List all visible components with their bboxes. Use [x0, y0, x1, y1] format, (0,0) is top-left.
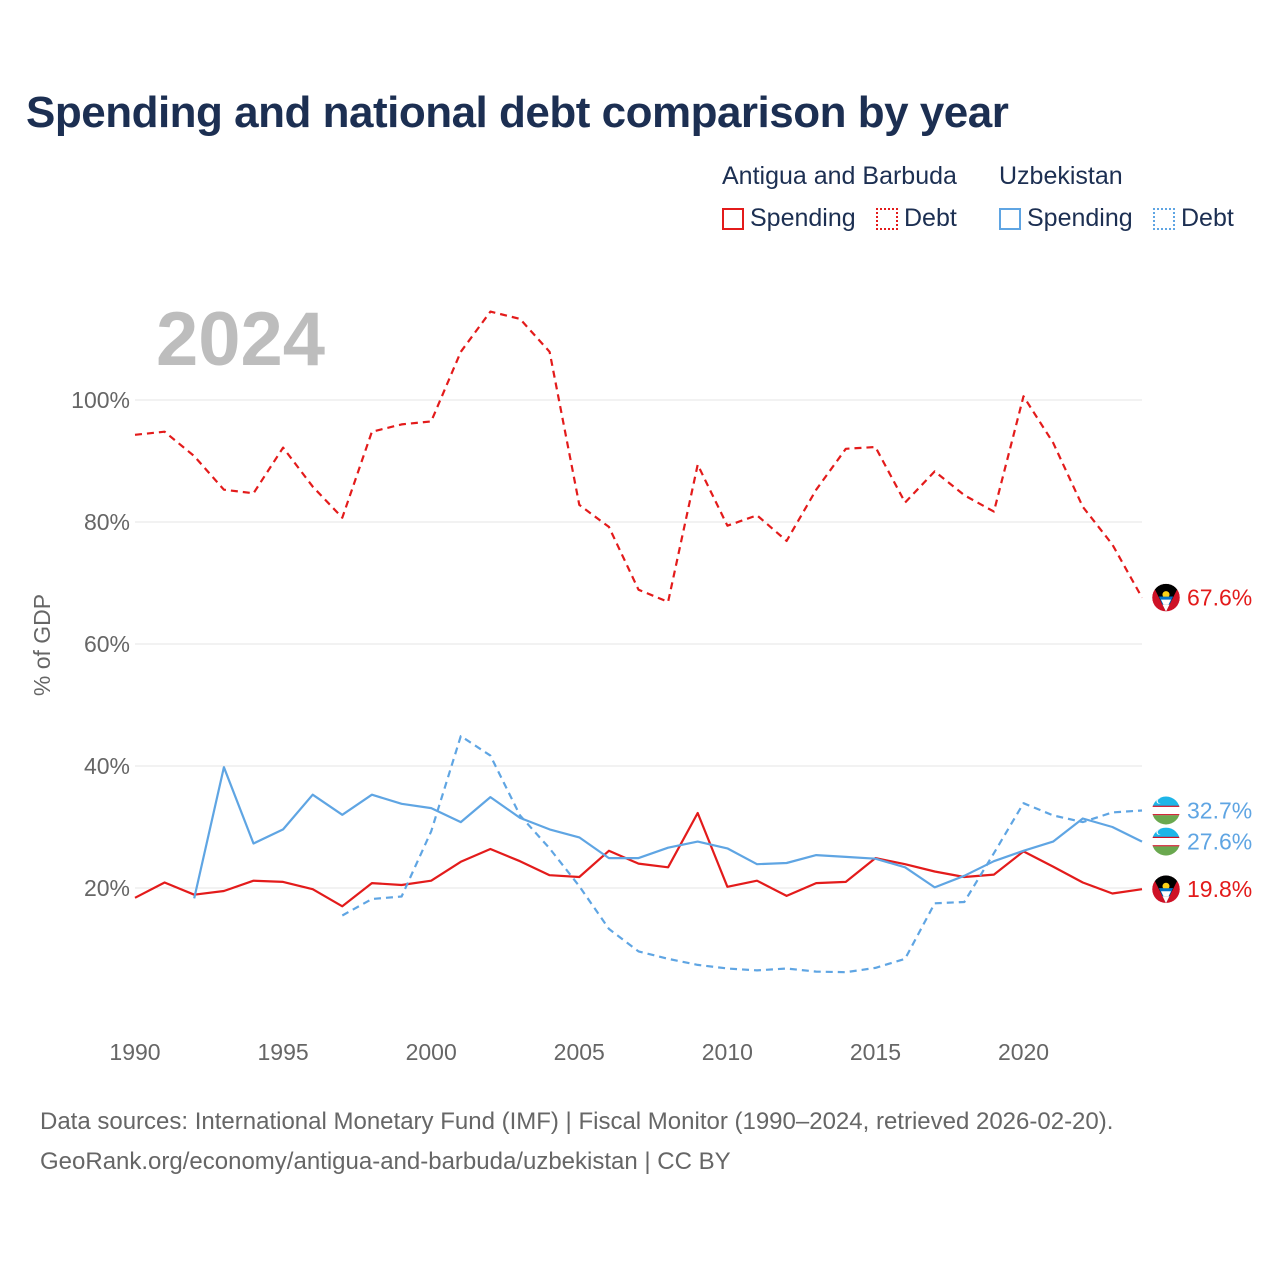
antigua-flag-icon	[1151, 583, 1181, 612]
legend-label-uzbekistan-debt: Debt	[1181, 204, 1234, 232]
legend-label-antigua-spending: Spending	[750, 204, 856, 232]
uzbekistan-flag-icon	[1152, 796, 1180, 825]
series-line-uzbekistan-spending[interactable]	[193, 766, 1143, 899]
legend-item-antigua-spending[interactable]: Spending	[722, 204, 856, 233]
legend-swatch-solid-red	[722, 207, 744, 230]
end-label-uzbekistan-spending: 27.6%	[1187, 829, 1252, 855]
grid-lines	[135, 399, 1142, 889]
antigua-flag-icon	[1151, 874, 1181, 904]
legend-item-uzbekistan-spending[interactable]: Spending	[999, 204, 1133, 233]
end-label-antigua-and-barbuda-spending: 19.8%	[1187, 876, 1252, 902]
x-tick-label: 1990	[109, 1039, 160, 1065]
x-tick-label: 1995	[258, 1039, 309, 1065]
legend-swatch-dotted-blue	[1153, 207, 1175, 230]
footer-url[interactable]: GeoRank.org/economy/antigua-and-barbuda/…	[40, 1148, 731, 1175]
end-label-uzbekistan-debt: 32.7%	[1187, 798, 1252, 824]
legend-label-uzbekistan-spending: Spending	[1027, 204, 1133, 232]
x-axis-ticks: 1990 1995 2000 2005 2010 2015 2020	[109, 1039, 1049, 1065]
uzbekistan-flag-icon	[1152, 827, 1180, 856]
y-tick-label: 80%	[84, 509, 130, 535]
legend-item-uzbekistan-debt[interactable]: Debt	[1153, 204, 1234, 233]
y-tick-label: 20%	[84, 875, 130, 901]
x-tick-label: 2010	[702, 1039, 753, 1065]
legend-item-antigua-debt[interactable]: Debt	[876, 204, 957, 233]
x-tick-label: 2000	[406, 1039, 457, 1065]
x-tick-label: 2005	[554, 1039, 605, 1065]
series-line-antigua-and-barbuda-spending[interactable]	[134, 811, 1143, 908]
legend-swatch-dotted-red	[876, 207, 898, 230]
series-line-antigua-and-barbuda-debt[interactable]	[134, 310, 1143, 604]
year-label: 2024	[156, 297, 326, 382]
x-tick-label: 2015	[850, 1039, 901, 1065]
legend-group-uzbekistan: Uzbekistan	[999, 162, 1123, 190]
y-tick-label: 100%	[71, 387, 130, 413]
y-axis-ticks: 20% 40% 60% 80% 100%	[71, 387, 130, 901]
x-tick-label: 2020	[998, 1039, 1049, 1065]
legend-swatch-solid-blue	[999, 207, 1021, 230]
y-tick-label: 60%	[84, 631, 130, 657]
chart-title: Spending and national debt comparison by…	[26, 88, 1009, 137]
end-labels: 67.6% 19.8% 27.6% 32.7%	[1151, 583, 1252, 904]
series-line-uzbekistan-debt[interactable]	[341, 734, 1143, 974]
end-label-antigua-and-barbuda-debt: 67.6%	[1187, 585, 1252, 611]
legend-label-antigua-debt: Debt	[904, 204, 957, 232]
series-lines	[134, 310, 1143, 974]
legend-group-antigua: Antigua and Barbuda	[722, 162, 957, 190]
y-tick-label: 40%	[84, 753, 130, 779]
y-axis-label: % of GDP	[29, 594, 55, 696]
footer-source: Data sources: International Monetary Fun…	[40, 1108, 1114, 1135]
line-chart: 20% 40% 60% 80% 100% 1990 1995 2000 2005 2010 201…	[29, 310, 1252, 1065]
